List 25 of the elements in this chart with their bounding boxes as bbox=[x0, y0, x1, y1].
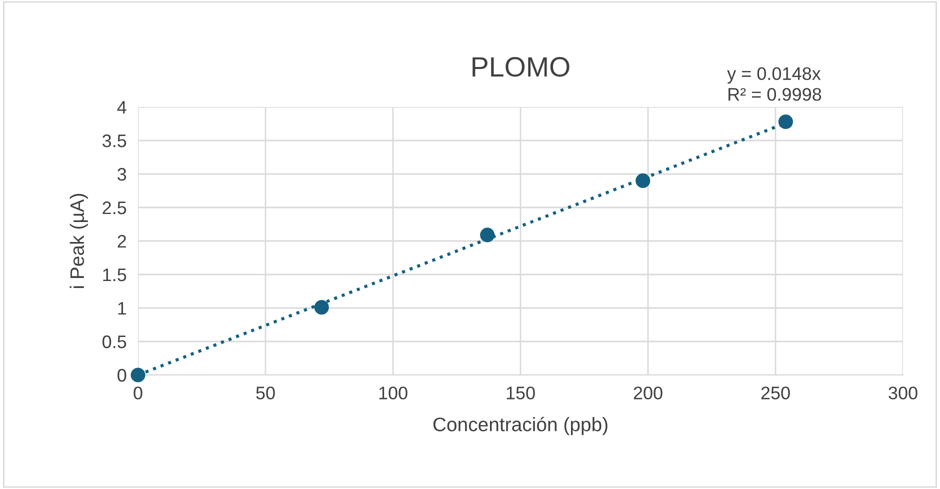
x-tick-label: 200 bbox=[634, 386, 662, 400]
point bbox=[480, 228, 495, 242]
y-tick-label: 1 bbox=[118, 302, 126, 315]
x-tick-label: 50 bbox=[256, 386, 275, 400]
x-tick-label: 0 bbox=[134, 386, 142, 400]
y-tick-label: 0.5 bbox=[102, 335, 126, 348]
point bbox=[636, 173, 650, 188]
text: y = 0.0148x R² = 0.9998 bbox=[727, 67, 822, 101]
point bbox=[314, 300, 329, 315]
y-tick-label: 1.5 bbox=[103, 268, 126, 282]
y-tick-label: 2.5 bbox=[102, 201, 126, 214]
x-axis-title: Concentración (ppb) bbox=[433, 416, 608, 436]
chart-title: PLOMO bbox=[472, 57, 570, 77]
y-tick-label: 4 bbox=[117, 101, 126, 114]
y-tick-label: 3.5 bbox=[102, 134, 126, 148]
x-tick-label: 100 bbox=[379, 386, 408, 400]
x-tick-label: 300 bbox=[888, 386, 918, 400]
y-tick-label: 3 bbox=[118, 168, 126, 181]
y-axis-title: i Peak (µA) bbox=[70, 194, 88, 288]
y-tick-label: 2 bbox=[118, 234, 126, 248]
x-tick-label: 250 bbox=[761, 386, 790, 400]
x-tick-label: 150 bbox=[506, 386, 535, 400]
y-tick-label: 0 bbox=[118, 368, 126, 382]
point bbox=[778, 114, 793, 130]
point bbox=[130, 368, 146, 382]
